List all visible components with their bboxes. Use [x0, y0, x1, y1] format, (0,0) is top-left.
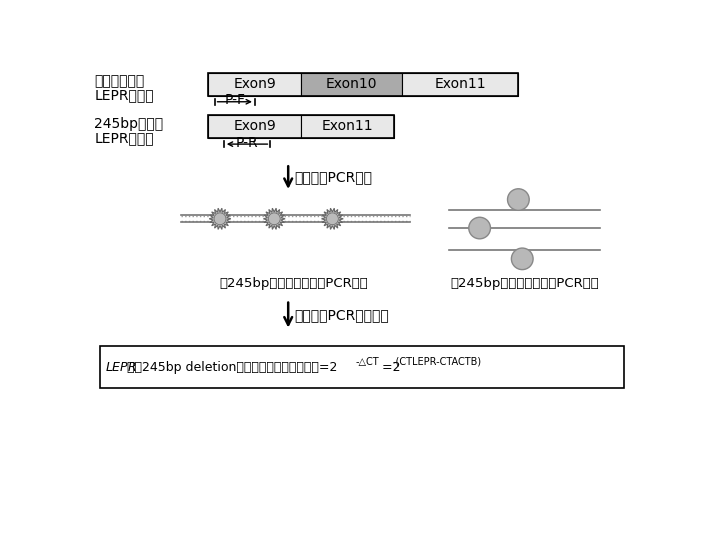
PathPatch shape — [209, 208, 231, 230]
Bar — [208, 115, 395, 138]
Text: Exon9: Exon9 — [234, 77, 276, 91]
Bar — [301, 115, 395, 138]
Bar — [208, 72, 301, 96]
Text: P-R: P-R — [236, 136, 258, 150]
Text: 245bp缺失的: 245bp缺失的 — [95, 117, 164, 131]
Text: 无剪接缺失的: 无剪接缺失的 — [95, 74, 145, 88]
Circle shape — [469, 217, 491, 239]
Text: LEPR剪接体: LEPR剪接体 — [95, 131, 154, 145]
Text: $\mathit{LEPR}$: $\mathit{LEPR}$ — [105, 361, 137, 374]
Circle shape — [508, 189, 530, 211]
Circle shape — [268, 213, 280, 225]
PathPatch shape — [321, 208, 343, 230]
Text: Exon11: Exon11 — [322, 119, 373, 133]
Text: 有245bp缺失的荧光定量PCR片段: 有245bp缺失的荧光定量PCR片段 — [220, 276, 368, 289]
Bar — [100, 346, 624, 388]
Bar — [208, 115, 301, 138]
Bar — [301, 72, 402, 96]
Text: -△CT: -△CT — [356, 356, 379, 367]
Circle shape — [214, 213, 226, 225]
Text: 基因245bp deletion可变剪接体的相对表达量=2: 基因245bp deletion可变剪接体的相对表达量=2 — [127, 361, 337, 374]
Bar — [208, 72, 518, 96]
Text: Exon11: Exon11 — [434, 77, 486, 91]
Circle shape — [511, 248, 533, 269]
PathPatch shape — [263, 208, 285, 230]
Text: =2: =2 — [378, 361, 400, 374]
Circle shape — [326, 213, 338, 225]
Text: P-F: P-F — [225, 92, 245, 106]
Text: 荧光定量PCR数据分析: 荧光定量PCR数据分析 — [294, 308, 389, 322]
Text: Exon9: Exon9 — [234, 119, 276, 133]
Text: LEPR剪接体: LEPR剪接体 — [95, 88, 154, 102]
Text: -(CTLEPR-CTACTB): -(CTLEPR-CTACTB) — [393, 356, 482, 367]
Text: Exon10: Exon10 — [326, 77, 378, 91]
Bar — [402, 72, 518, 96]
Text: 无245bp缺失的荧光定量PCR片段: 无245bp缺失的荧光定量PCR片段 — [450, 276, 599, 289]
Text: 荧光定量PCR反应: 荧光定量PCR反应 — [294, 171, 372, 185]
